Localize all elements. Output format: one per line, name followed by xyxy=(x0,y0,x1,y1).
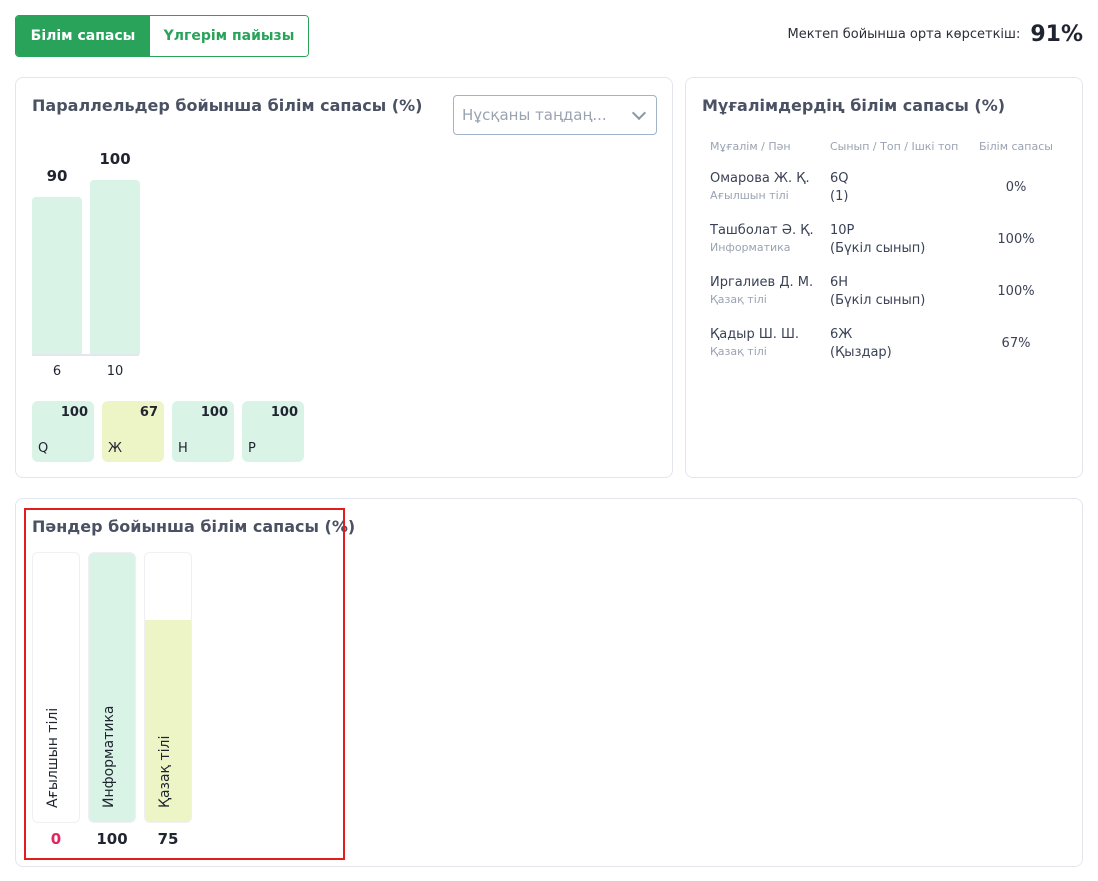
teacher-subject: Информатика xyxy=(710,241,791,254)
school-average-label: Мектеп бойынша орта көрсеткіш: xyxy=(787,27,1021,42)
bar-10[interactable] xyxy=(90,180,140,354)
parallel-quality-card: Параллельдер бойынша білім сапасы (%) Нұ… xyxy=(15,77,673,478)
class-name: 6Н xyxy=(830,275,849,290)
option-select[interactable]: Нұсқаны таңдаң... xyxy=(453,95,657,135)
sub-group-value: 100 xyxy=(270,405,298,420)
subject-value: 75 xyxy=(157,830,179,848)
class-name: 6Q xyxy=(830,171,849,186)
option-select-placeholder: Нұсқаны таңдаң... xyxy=(462,106,607,124)
teachers-card-title: Мұғалімдердің білім сапасы (%) xyxy=(702,96,1006,115)
teacher-name: Омарова Ж. Қ. xyxy=(710,171,810,186)
subject-bar-fill xyxy=(89,553,135,822)
column-header-class: Сынып / Топ / Ішкі топ xyxy=(830,140,959,153)
group-name: (Бүкіл сынып) xyxy=(830,241,926,256)
bar-category-label: 6 xyxy=(52,364,62,379)
sub-group-box[interactable]: 100 Q xyxy=(32,401,94,462)
chevron-down-icon xyxy=(631,105,647,121)
quality-value: 100% xyxy=(997,284,1035,299)
school-average-value: 91% xyxy=(1030,22,1083,47)
bar-value-label: 90 xyxy=(46,167,68,186)
sub-group-box[interactable]: 100 Н xyxy=(172,401,234,462)
bar-6[interactable] xyxy=(32,197,82,354)
sub-group-name: Р xyxy=(248,441,256,456)
school-average: Мектеп бойынша орта көрсеткіш: 91% xyxy=(787,22,1083,47)
subjects-quality-card: Пәндер бойынша білім сапасы (%) Ағылшын … xyxy=(15,498,1083,867)
subject-value: 0 xyxy=(50,830,62,848)
sub-group-box[interactable]: 100 Р xyxy=(242,401,304,462)
subject-bar-column[interactable]: Информатика xyxy=(88,552,136,823)
teachers-quality-card: Мұғалімдердің білім сапасы (%) Мұғалім /… xyxy=(685,77,1083,478)
tab-knowledge-quality[interactable]: Білім сапасы xyxy=(16,16,150,56)
group-name: (Қыздар) xyxy=(830,345,892,360)
teacher-subject: Қазақ тілі xyxy=(710,293,767,306)
column-header-teacher: Мұғалім / Пән xyxy=(710,140,791,153)
sub-group-name: Н xyxy=(178,441,188,456)
table-row: Иргалиев Д. М. Қазақ тілі 6Н (Бүкіл сыны… xyxy=(686,275,1084,327)
chart-baseline xyxy=(32,354,139,356)
class-name: 10P xyxy=(830,223,855,238)
sub-group-value: 100 xyxy=(200,405,228,420)
sub-group-name: Q xyxy=(38,441,49,456)
parallel-card-title: Параллельдер бойынша білім сапасы (%) xyxy=(32,96,423,115)
subject-bar-column[interactable]: Ағылшын тілі xyxy=(32,552,80,823)
teacher-subject: Қазақ тілі xyxy=(710,345,767,358)
sub-group-box[interactable]: 67 Ж xyxy=(102,401,164,462)
bar-value-label: 100 xyxy=(99,150,131,168)
sub-group-value: 67 xyxy=(139,405,158,420)
group-name: (1) xyxy=(830,189,849,204)
teacher-name: Ташболат Ә. Қ. xyxy=(710,223,814,238)
group-name: (Бүкіл сынып) xyxy=(830,293,926,308)
highlight-frame xyxy=(24,508,345,860)
quality-value: 0% xyxy=(1005,180,1027,195)
class-name: 6Ж xyxy=(830,327,853,342)
subject-value: 100 xyxy=(96,830,128,848)
subjects-card-title: Пәндер бойынша білім сапасы (%) xyxy=(32,517,356,536)
subject-bar-column[interactable]: Қазақ тілі xyxy=(144,552,192,823)
quality-value: 67% xyxy=(1001,336,1031,351)
column-header-quality: Білім сапасы xyxy=(979,140,1053,153)
sub-group-value: 100 xyxy=(60,405,88,420)
sub-group-name: Ж xyxy=(108,441,123,456)
bar-category-label: 10 xyxy=(106,364,124,379)
teacher-subject: Ағылшын тілі xyxy=(710,189,789,202)
view-tabs: Білім сапасы Үлгерім пайызы xyxy=(15,15,309,57)
table-row: Омарова Ж. Қ. Ағылшын тілі 6Q (1) 0% xyxy=(686,171,1084,223)
teacher-name: Қадыр Ш. Ш. xyxy=(710,327,800,342)
tab-progress-percentage[interactable]: Үлгерім пайызы xyxy=(150,16,308,56)
teacher-name: Иргалиев Д. М. xyxy=(710,275,814,290)
table-row: Қадыр Ш. Ш. Қазақ тілі 6Ж (Қыздар) 67% xyxy=(686,327,1084,379)
table-row: Ташболат Ә. Қ. Информатика 10P (Бүкіл сы… xyxy=(686,223,1084,275)
subject-bar-fill xyxy=(145,620,191,822)
quality-value: 100% xyxy=(997,232,1035,247)
